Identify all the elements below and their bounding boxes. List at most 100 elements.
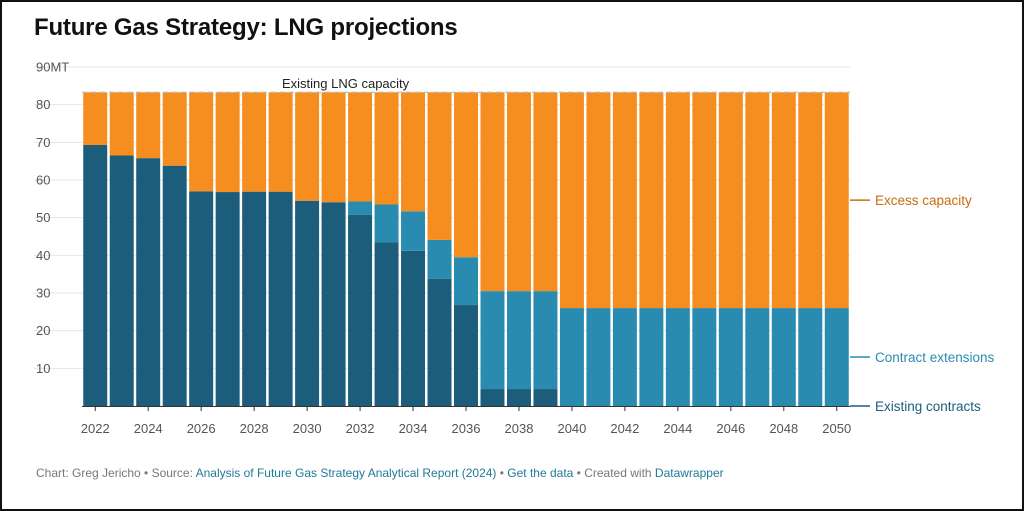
x-axis: 2022 2024 2026 2028 2030 2032 2034 2036 2038 2040… bbox=[81, 406, 851, 436]
y-tick-label: 70 bbox=[36, 135, 50, 150]
y-axis: 10 20 30 40 50 60 70 80 90MT bbox=[36, 60, 69, 376]
bar-segment bbox=[559, 92, 584, 309]
bar-segment bbox=[295, 200, 320, 406]
bar-segment bbox=[745, 92, 770, 309]
annotation-background bbox=[274, 76, 426, 92]
bar-segment bbox=[533, 92, 558, 292]
bar-segment bbox=[506, 92, 531, 292]
bar-segment bbox=[480, 291, 505, 390]
x-tick-label: 2030 bbox=[293, 421, 322, 436]
bar-segment bbox=[480, 92, 505, 292]
bar-segment bbox=[348, 214, 373, 406]
x-tick-label: 2024 bbox=[134, 421, 163, 436]
bar-segment bbox=[242, 92, 267, 192]
y-tick-label: 50 bbox=[36, 210, 50, 225]
bar-segment bbox=[295, 92, 320, 201]
bar-segment bbox=[506, 291, 531, 390]
capacity-label: Existing LNG capacity bbox=[282, 76, 410, 91]
bar-segment bbox=[533, 291, 558, 390]
bar-segment bbox=[215, 192, 240, 406]
x-tick-label: 2050 bbox=[822, 421, 851, 436]
annotations: Existing LNG capacity bbox=[82, 76, 850, 93]
bar-segment bbox=[798, 92, 823, 309]
bar-segment bbox=[639, 92, 664, 309]
bar-segment bbox=[586, 92, 611, 309]
bar-segment bbox=[454, 257, 478, 306]
x-tick-label: 2048 bbox=[769, 421, 798, 436]
bar-segment bbox=[454, 305, 478, 406]
x-tick-label: 2034 bbox=[399, 421, 428, 436]
bar-segment bbox=[612, 92, 637, 309]
bar-segment bbox=[665, 308, 690, 406]
bar-segment bbox=[665, 92, 690, 309]
x-tick-label: 2040 bbox=[557, 421, 586, 436]
bar-segment bbox=[374, 242, 399, 406]
bar-segment bbox=[745, 308, 770, 406]
y-tick-label: 60 bbox=[36, 173, 50, 188]
bar-segment bbox=[401, 250, 426, 406]
bar-segment bbox=[242, 191, 267, 406]
bar-segment bbox=[454, 92, 478, 258]
bar-segment bbox=[692, 92, 717, 309]
bar-segment bbox=[374, 92, 399, 205]
bar-segment bbox=[559, 308, 584, 406]
x-tick-label: 2028 bbox=[240, 421, 269, 436]
bar-segment bbox=[427, 278, 452, 406]
x-tick-label: 2042 bbox=[610, 421, 639, 436]
bar-segment bbox=[83, 144, 108, 406]
x-tick-label: 2026 bbox=[187, 421, 216, 436]
bar-segment bbox=[718, 308, 743, 406]
get-data-link[interactable]: Get the data bbox=[507, 466, 574, 480]
bar-segment bbox=[639, 308, 664, 406]
bar-segment bbox=[692, 308, 717, 406]
bar-segment bbox=[771, 308, 796, 406]
bar-segment bbox=[480, 389, 505, 406]
x-tick-label: 2036 bbox=[452, 421, 481, 436]
bar-segment bbox=[136, 92, 161, 159]
y-tick-label: 20 bbox=[36, 323, 50, 338]
legend-label: Contract extensions bbox=[875, 350, 995, 365]
y-tick-label: 40 bbox=[36, 248, 50, 263]
x-tick-label: 2046 bbox=[716, 421, 745, 436]
source-link[interactable]: Analysis of Future Gas Strategy Analytic… bbox=[195, 466, 497, 480]
bar-segment bbox=[162, 165, 187, 406]
bar-segment bbox=[215, 92, 240, 193]
bar-segment bbox=[401, 211, 426, 251]
bar-segment bbox=[83, 92, 108, 145]
bar-segment bbox=[109, 155, 134, 406]
bar-segment bbox=[506, 389, 531, 406]
bar-segment bbox=[533, 389, 558, 406]
y-tick-label: 10 bbox=[36, 361, 50, 376]
bar-segment bbox=[374, 204, 399, 243]
bar-segment bbox=[718, 92, 743, 309]
x-tick-label: 2032 bbox=[346, 421, 375, 436]
y-tick-label: 80 bbox=[36, 97, 50, 112]
bar-segment bbox=[189, 191, 214, 406]
datawrapper-link[interactable]: Datawrapper bbox=[654, 466, 724, 480]
y-tick-label: 30 bbox=[36, 286, 50, 301]
bar-segment bbox=[798, 308, 823, 406]
legend: Existing contracts Contract extensions Exc… bbox=[850, 193, 995, 414]
bar-segment bbox=[268, 92, 293, 192]
bar-segment bbox=[268, 191, 293, 406]
bar-segment bbox=[189, 92, 214, 192]
bars bbox=[83, 92, 849, 406]
footer-credit: Chart: Greg Jericho • Source: bbox=[36, 466, 196, 480]
footer-created-with: • Created with bbox=[573, 466, 655, 480]
bar-segment bbox=[162, 92, 187, 166]
bar-segment bbox=[771, 92, 796, 309]
legend-label: Existing contracts bbox=[875, 399, 981, 414]
bar-segment bbox=[401, 92, 426, 212]
bar-segment bbox=[321, 202, 346, 406]
x-tick-label: 2038 bbox=[505, 421, 534, 436]
bar-segment bbox=[824, 92, 849, 309]
bar-segment bbox=[427, 239, 452, 279]
bar-segment bbox=[348, 92, 373, 202]
bar-segment bbox=[427, 92, 452, 240]
bar-segment bbox=[136, 158, 161, 406]
legend-label: Excess capacity bbox=[875, 193, 972, 208]
bar-segment bbox=[824, 308, 849, 406]
x-tick-label: 2022 bbox=[81, 421, 110, 436]
footer-separator: • bbox=[496, 466, 508, 480]
